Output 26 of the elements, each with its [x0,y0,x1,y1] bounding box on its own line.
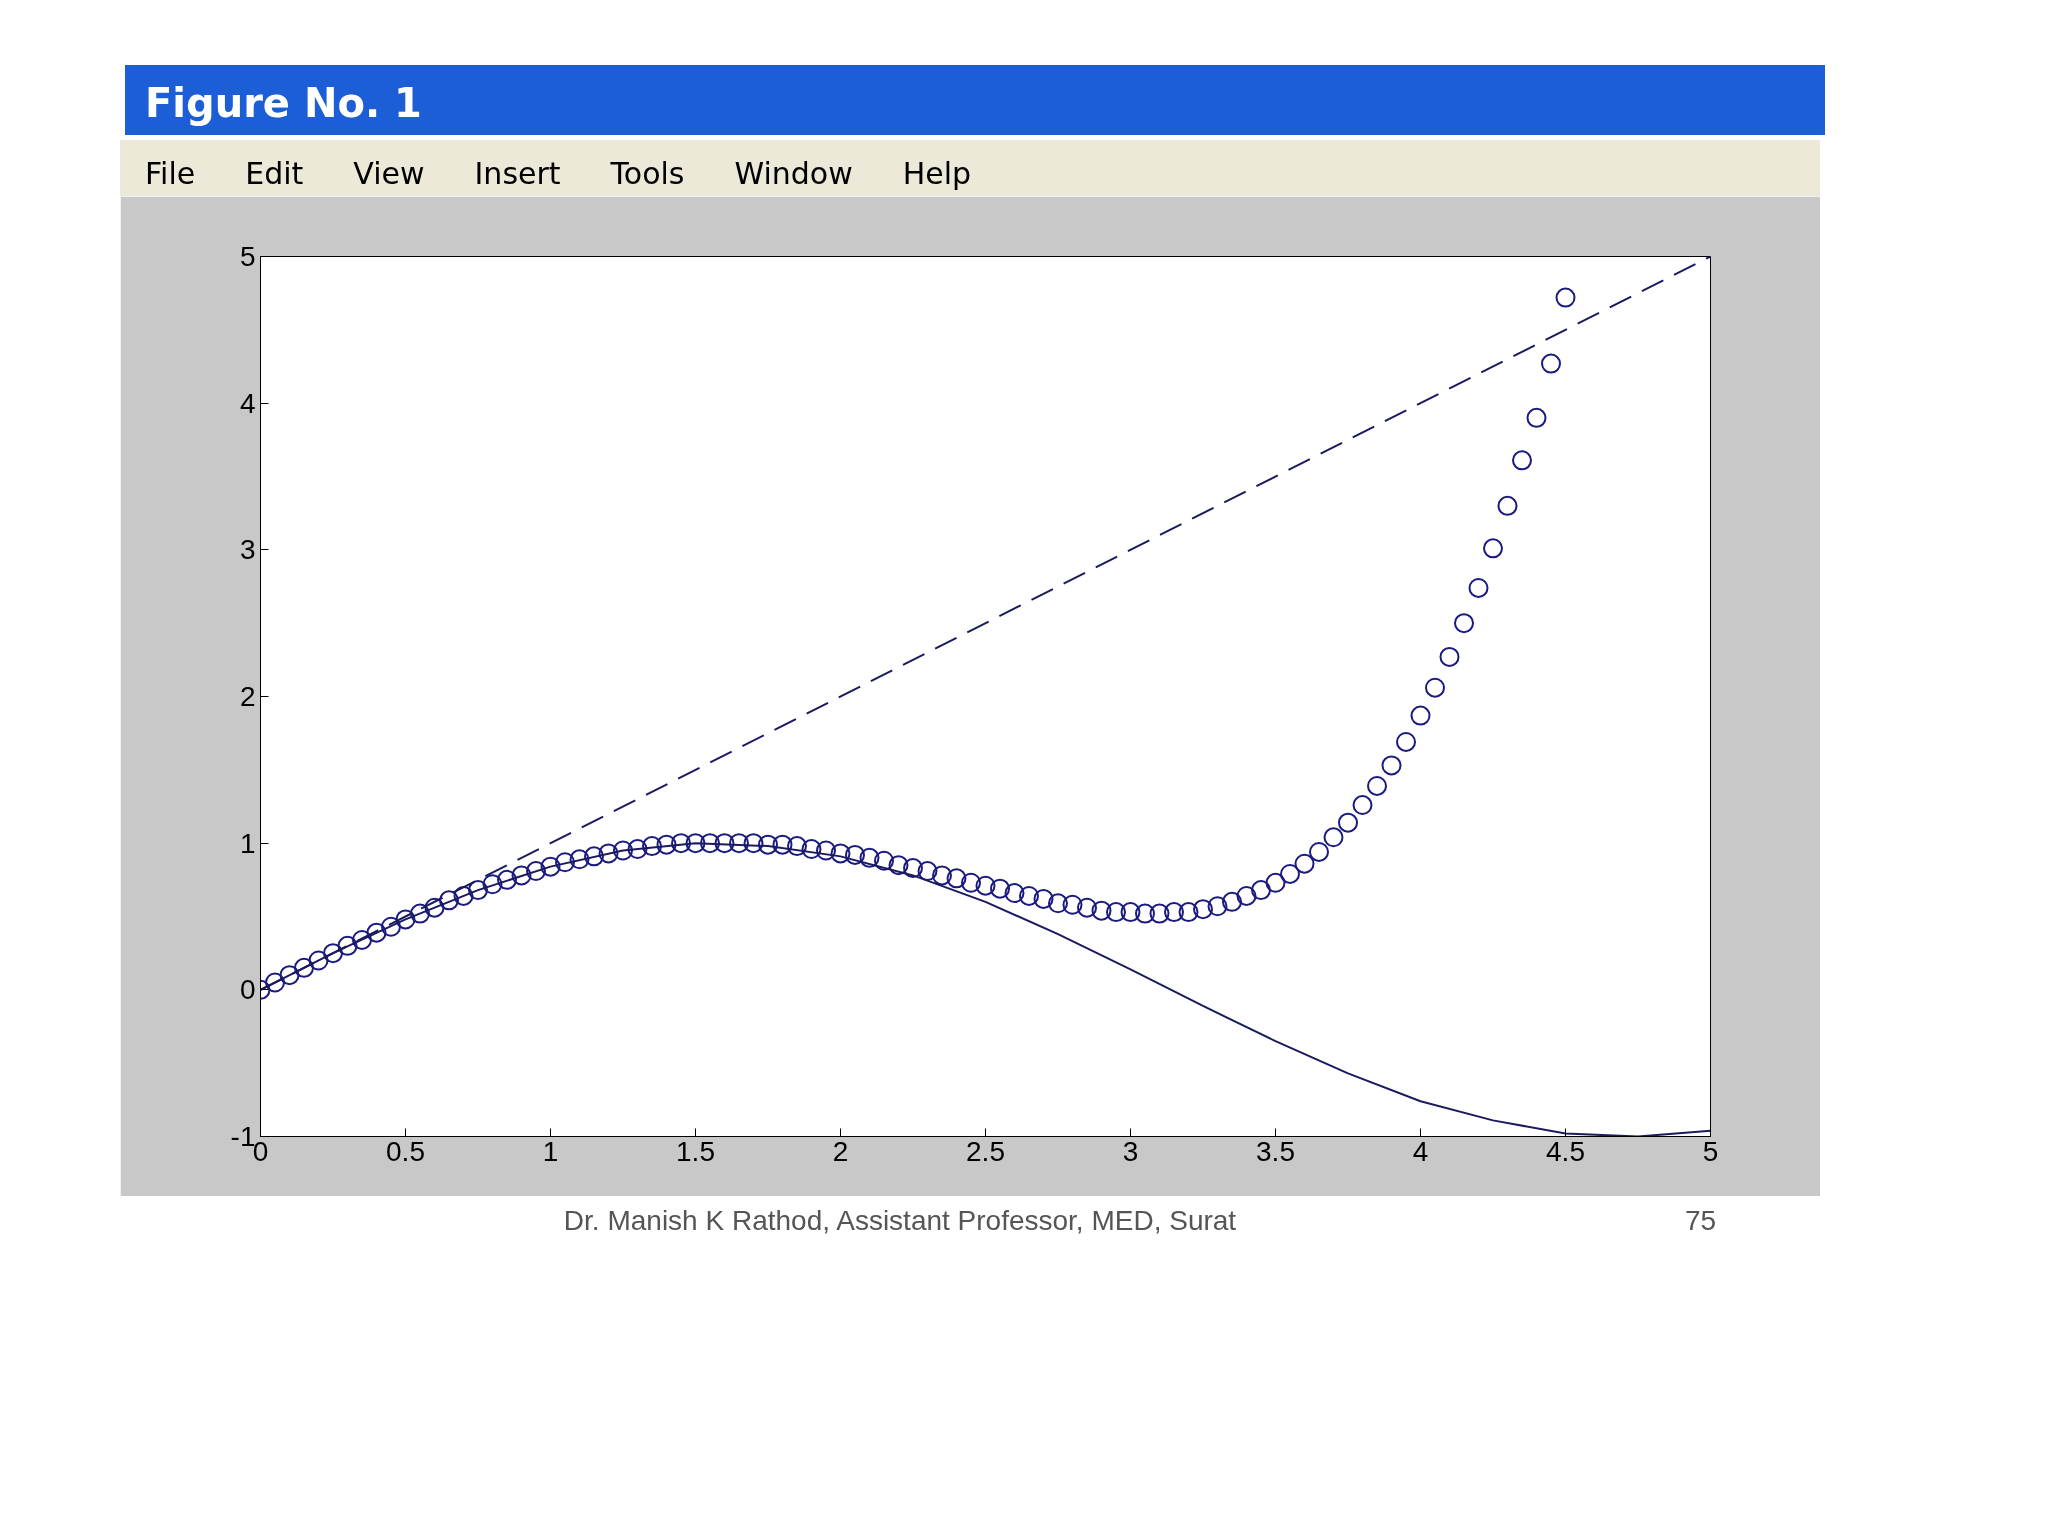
x-tick-label: 4 [1412,1135,1429,1167]
x-tick-label: 5 [1702,1135,1719,1167]
text: 75 [1685,1204,1717,1238]
text: Window [734,155,853,193]
y-tick-label: 5 [239,241,256,272]
chart-title: Figure No. 1 [145,79,422,128]
y-tick-label: 4 [239,387,256,419]
y-tick-label: 3 [239,534,256,566]
text: Dr. Manish K Rathod, Assistant Professor, MED, Surat [563,1204,1237,1238]
text: File [145,155,196,193]
x-tick-label: 4.5 [1546,1135,1585,1167]
x-tick-label: 3 [1122,1135,1139,1167]
text: Insert [474,155,561,193]
x-tick-label: 2.5 [966,1135,1005,1167]
x-tick-label: 3.5 [1256,1135,1295,1167]
x-tick-label: 1.5 [676,1135,715,1167]
y-tick-label: 2 [239,681,256,712]
x-tick-label: 2 [832,1135,849,1167]
text: Tools [610,155,685,193]
y-tick-label: 1 [239,827,256,859]
x-tick-label: 1 [542,1135,559,1167]
text: Edit [245,155,304,193]
x-tick-label: 0.5 [386,1135,425,1167]
text: Help [902,155,972,193]
text: View [353,155,425,193]
y-tick-label: 0 [239,974,256,1006]
